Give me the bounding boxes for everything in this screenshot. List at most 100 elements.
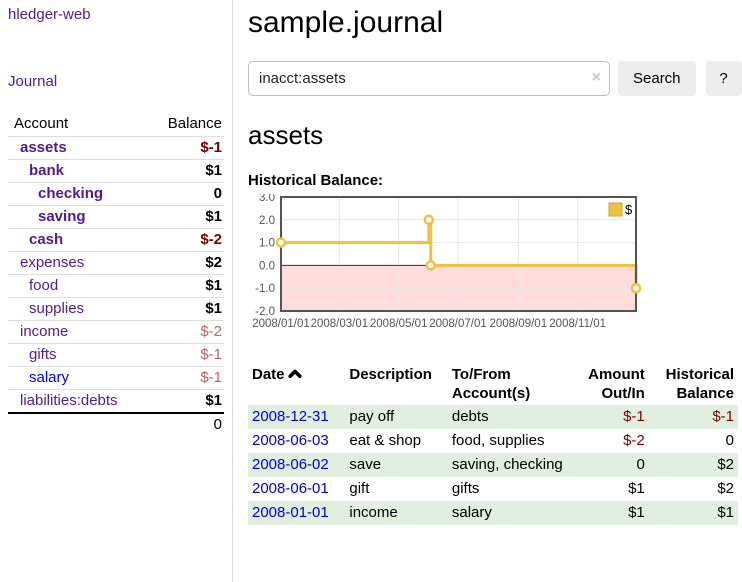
sidebar-account-link[interactable]: supplies [29, 300, 85, 317]
sidebar-nav: Journal [8, 73, 224, 90]
register-balance-cell: $2 [717, 480, 734, 497]
sidebar-account-link[interactable]: food [29, 277, 59, 294]
chart-data-point[interactable] [630, 282, 642, 294]
register-header-date[interactable]: Date [248, 363, 345, 405]
account-row: income $-2 [8, 320, 224, 344]
register-row: 2008-06-01 gift gifts $1 $2 [248, 477, 738, 501]
y-axis-tick-label: 2.0 [259, 215, 275, 227]
register-description-cell: save [349, 456, 382, 473]
account-balance: $-1 [200, 369, 222, 386]
account-balance: $-2 [200, 231, 222, 248]
sidebar: hledger-web Journal Account Balance asse… [0, 0, 233, 582]
register-balance-cell: $2 [717, 456, 734, 473]
page-title: sample.journal [248, 6, 444, 39]
account-heading: assets [248, 120, 324, 150]
register-row: 2008-01-01 income salary $1 $1 [248, 501, 738, 525]
x-axis-tick-label: 2008/03/01 [311, 318, 369, 330]
account-balance: $1 [205, 392, 222, 409]
register-balance-cell: 0 [725, 432, 734, 449]
register-row: 2008-06-02 save saving, checking 0 $2 [248, 453, 738, 477]
register-date-link[interactable]: 2008-06-03 [252, 432, 329, 449]
sidebar-account-link[interactable]: gifts [29, 346, 57, 363]
register-row: 2008-06-03 eat & shop food, supplies $-2 0 [248, 429, 738, 453]
app-title-link[interactable]: hledger-web [8, 6, 91, 23]
chart-data-point[interactable] [425, 260, 437, 271]
account-row: gifts $-1 [8, 343, 224, 367]
account-row: cash $-2 [8, 228, 224, 252]
legend-label: $ [625, 202, 633, 217]
register-description-cell: gift [349, 480, 370, 497]
sidebar-account-link[interactable]: checking [38, 185, 104, 202]
y-axis-tick-label: 1.0 [259, 238, 275, 250]
accounts-header-account: Account [14, 115, 69, 132]
register-accounts-cell: saving, checking [451, 456, 563, 473]
x-axis-tick-label: 2008/11/01 [549, 318, 606, 330]
x-axis-tick-label: 2008/07/01 [429, 318, 487, 330]
register-date-link[interactable]: 2008-01-01 [252, 504, 329, 521]
register-date-link[interactable]: 2008-06-02 [252, 456, 329, 473]
account-balance: $-1 [200, 139, 222, 156]
register-header-amount: Amount Out/In [588, 366, 645, 402]
y-axis-tick-label: 3.0 [259, 194, 275, 204]
search-button[interactable]: Search [618, 61, 696, 96]
account-balance: 0 [213, 185, 222, 202]
legend-swatch [608, 202, 623, 217]
register-date-link[interactable]: 2008-06-01 [252, 480, 329, 497]
sidebar-account-link[interactable]: salary [29, 369, 70, 386]
y-axis-tick-label: -1.0 [255, 283, 275, 295]
sidebar-account-link[interactable]: assets [20, 139, 67, 156]
account-balance: $-1 [200, 346, 222, 363]
y-axis-tick-label: 0.0 [259, 260, 275, 272]
register-description-cell: pay off [349, 408, 395, 425]
accounts-total: 0 [213, 416, 222, 433]
register-accounts-cell: debts [451, 408, 489, 425]
search-form: × Search ? [248, 61, 742, 96]
help-button[interactable]: ? [705, 61, 742, 96]
register-amount-cell: $1 [628, 480, 645, 497]
account-balance: $-2 [200, 323, 222, 340]
sort-ascending-icon [287, 366, 302, 385]
register-amount-cell: $-1 [623, 408, 645, 425]
sidebar-account-link[interactable]: cash [29, 231, 64, 248]
sidebar-account-link[interactable]: bank [29, 162, 65, 179]
register-accounts-cell: food, supplies [451, 432, 545, 449]
account-row: liabilities:debts $1 [8, 389, 224, 414]
register-tbody: 2008-12-31 pay off debts $-1 $-1 2008-06-03 ea… [248, 405, 738, 525]
search-input-wrap: × [248, 61, 610, 96]
sidebar-account-link[interactable]: income [20, 323, 69, 340]
register-header-description: Description [349, 366, 432, 383]
register-accounts-cell: gifts [451, 480, 480, 497]
register-balance-cell: $1 [717, 504, 734, 521]
register-description-cell: eat & shop [349, 432, 422, 449]
register-amount-cell: 0 [636, 456, 645, 473]
search-input[interactable] [248, 61, 610, 96]
register-accounts-cell: salary [451, 504, 492, 521]
sidebar-item-journal[interactable]: Journal [8, 73, 58, 90]
register-date-link[interactable]: 2008-12-31 [252, 408, 329, 425]
account-balance: $1 [205, 277, 222, 294]
chart-data-point[interactable] [423, 214, 435, 226]
clear-search-icon[interactable]: × [591, 69, 601, 86]
accounts-tbody: assets $-1 bank $1 checking 0 saving $1 cash $-2 e… [8, 136, 224, 437]
account-balance: $1 [205, 162, 222, 179]
register-header-accounts: To/From Account(s) [451, 366, 531, 402]
sidebar-account-link[interactable]: liabilities:debts [20, 392, 118, 409]
account-row: supplies $1 [8, 297, 224, 321]
chart-data-point[interactable] [275, 237, 287, 248]
account-row: assets $-1 [8, 136, 224, 160]
account-row: food $1 [8, 274, 224, 298]
x-axis-tick-label: 2008/09/01 [490, 318, 548, 330]
accounts-table: Account Balance assets $-1 bank $1 checking 0… [8, 112, 224, 436]
historical-balance-chart[interactable]: $3.0 2.0 1.0 0.0 -1.0 -2.0 2008/01/01 2008/03/0… [248, 192, 742, 341]
register-header-balance: Historical Balance [665, 366, 734, 402]
sidebar-account-link[interactable]: saving [38, 208, 86, 225]
register-table: Date Description To/From Account(s) Amou… [248, 363, 738, 525]
accounts-total-row: 0 [8, 413, 224, 436]
account-row: checking 0 [8, 182, 224, 206]
account-row: bank $1 [8, 159, 224, 183]
sidebar-account-link[interactable]: expenses [20, 254, 85, 271]
account-balance: $1 [205, 300, 222, 317]
accounts-header-balance: Balance [167, 115, 222, 132]
